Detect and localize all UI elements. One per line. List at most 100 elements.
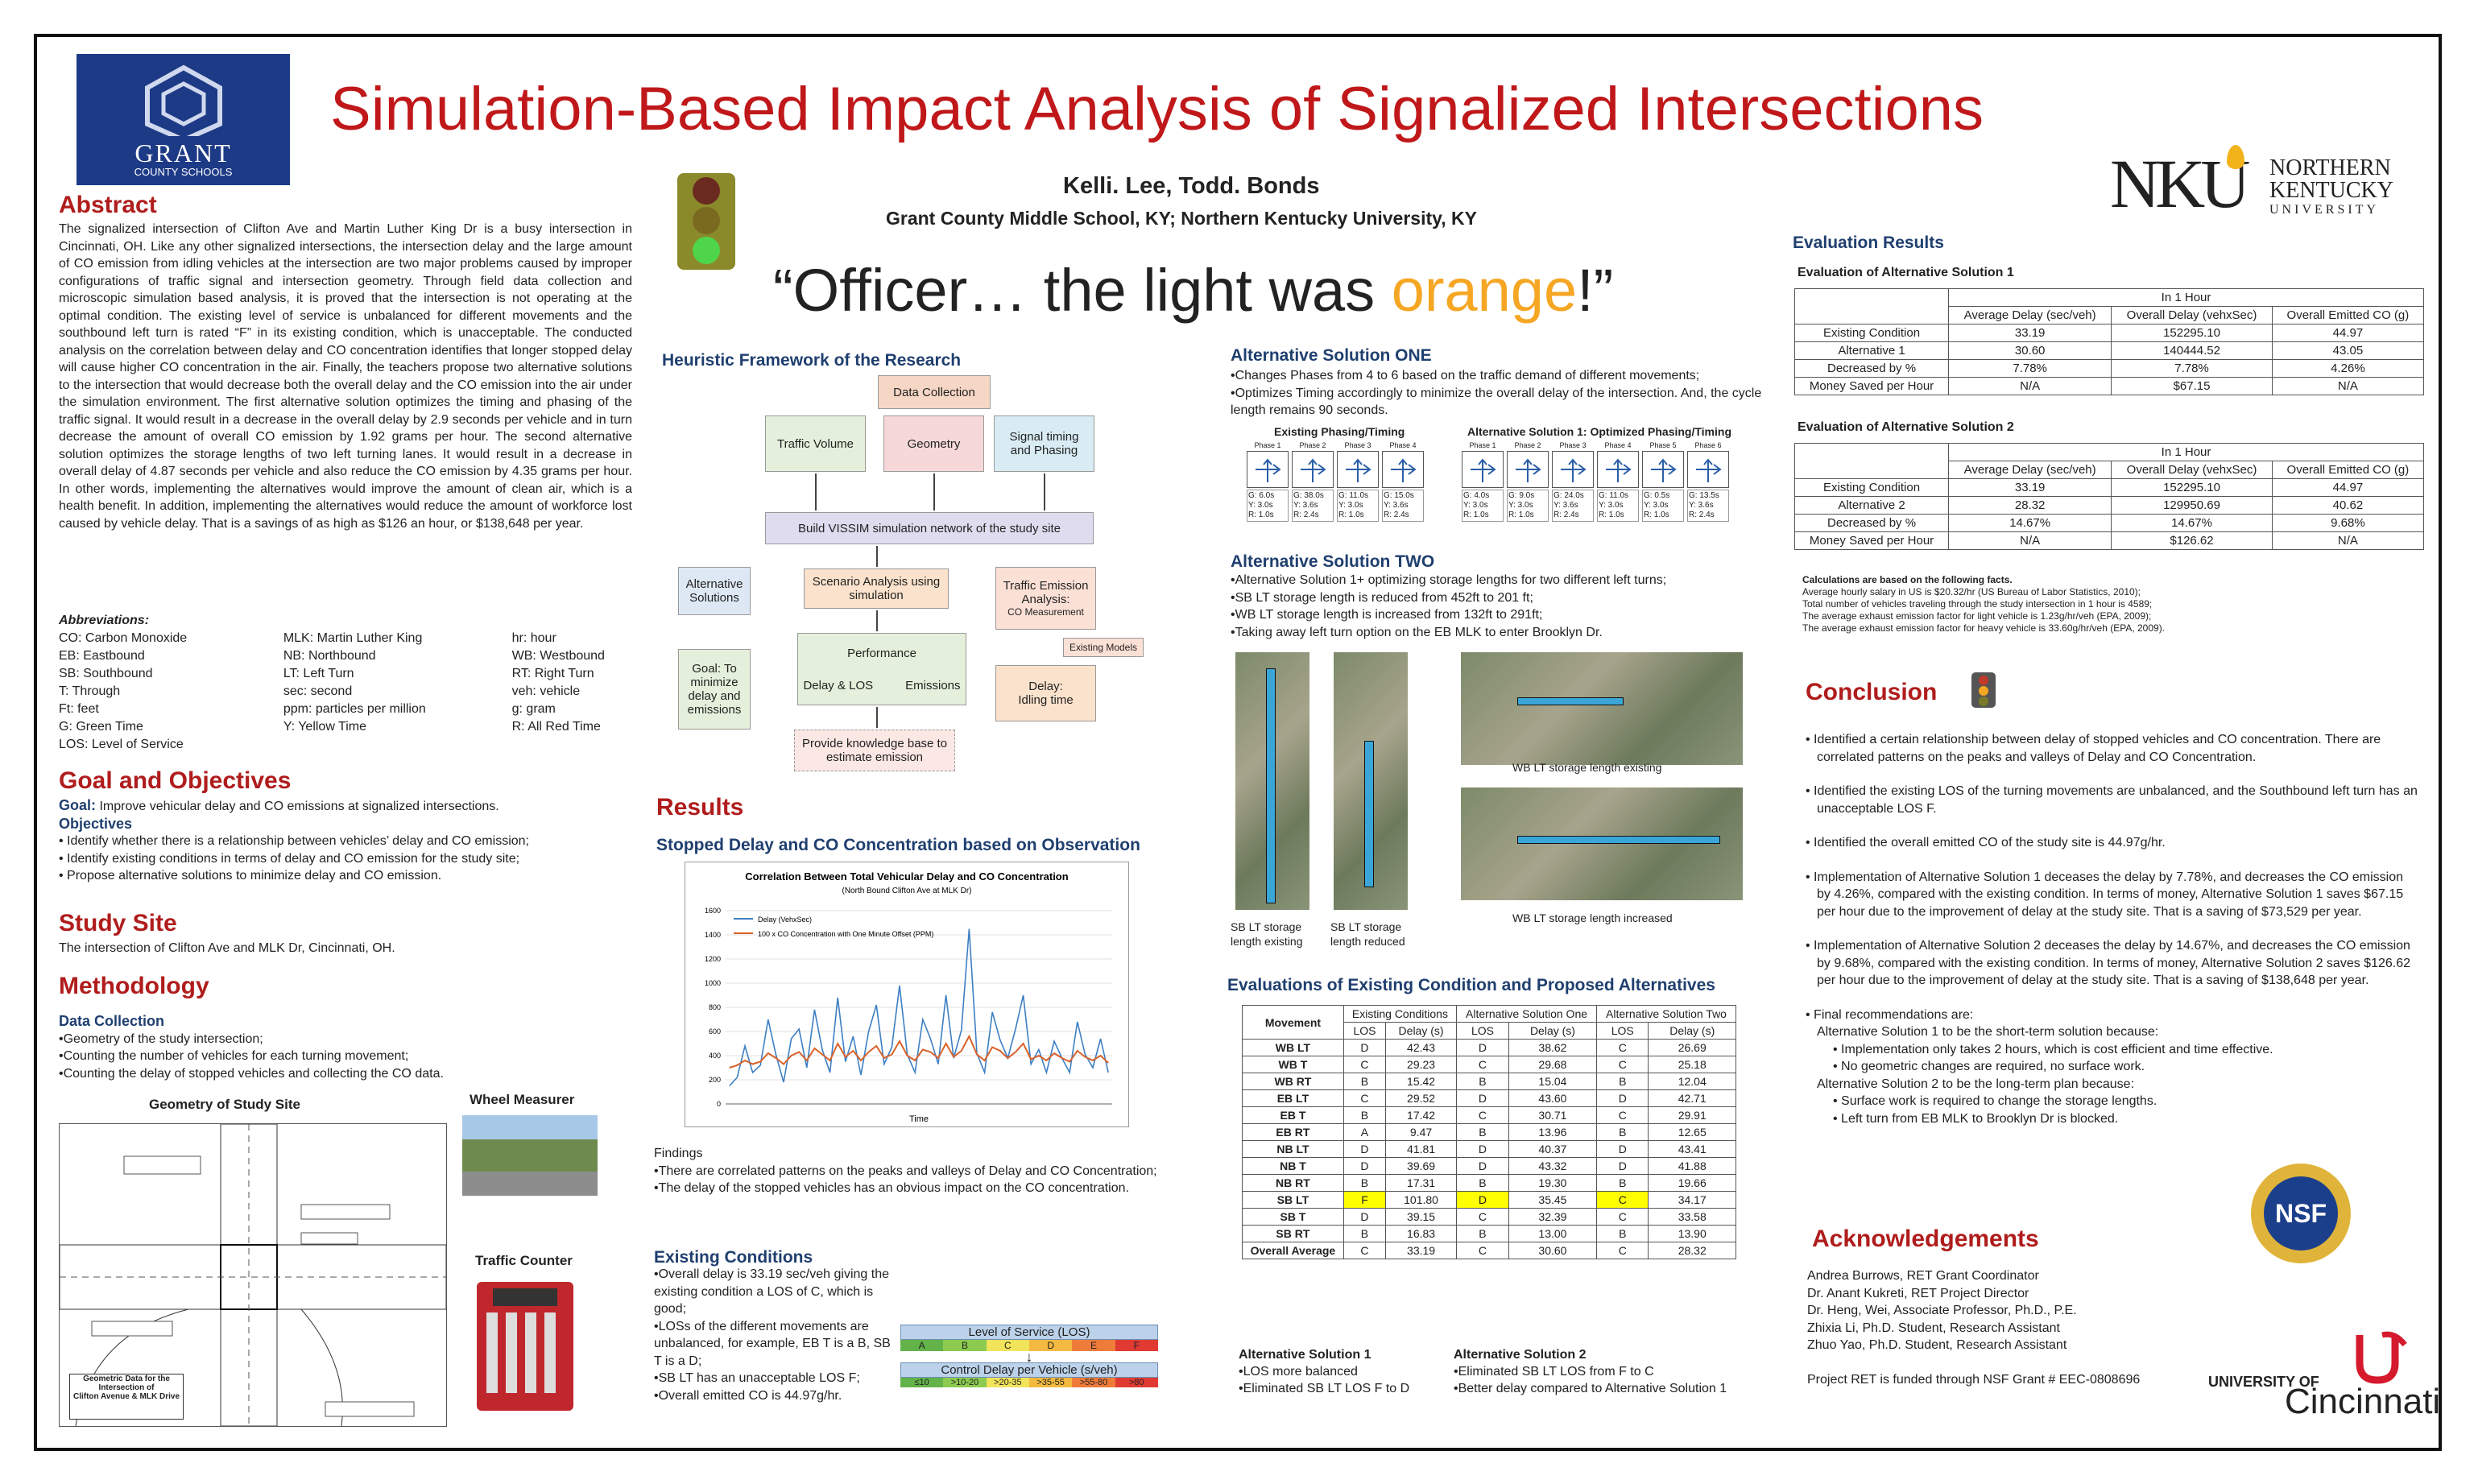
eval-cell: 19.30 xyxy=(1508,1174,1598,1192)
down-arrow-icon: ↓ xyxy=(1025,1349,1033,1365)
phase-box: Phase 6 G: 13.5s Y: 3.6s R: 2.4s xyxy=(1687,441,1729,522)
eval-result-row: Alternative 1 30.60 140444.52 43.05 xyxy=(1793,341,2425,360)
eval-col-header: Overall Delay (vehxSec) xyxy=(2111,306,2273,324)
eval-cell: D xyxy=(1456,1140,1509,1158)
eval-result-row: Money Saved per Hour N/A $67.15 N/A xyxy=(1793,377,2425,395)
eval-cell: C xyxy=(1342,1242,1387,1259)
phase-box: Phase 4 G: 15.0s Y: 3.6s R: 2.4s xyxy=(1382,441,1424,522)
wheel-caption: Wheel Measurer xyxy=(470,1092,575,1107)
alt1-reason: • Implementation only takes 2 hours, whi… xyxy=(1833,1042,2273,1056)
fw-emissions: Emissions xyxy=(905,678,961,692)
geo-box-line3: Clifton Avenue & MLK Drive xyxy=(72,1392,180,1401)
cd-title: Control Delay per Vehicle (s/veh) xyxy=(900,1362,1158,1378)
conclusion-item: • Implementation of Alternative Solution… xyxy=(1806,939,2411,987)
eval-cell: B xyxy=(1342,1073,1387,1090)
fw-co-measure: CO Measurement xyxy=(1007,606,1084,618)
fw-arrow xyxy=(876,546,878,567)
th-los: LOS xyxy=(1596,1022,1649,1040)
chart-series-line xyxy=(729,928,1109,1087)
eval-cell: 17.42 xyxy=(1385,1106,1458,1124)
th-alt1: Alternative Solution One xyxy=(1456,1005,1598,1023)
eval-cell: 42.71 xyxy=(1648,1089,1736,1107)
chart-legend-label: 100 x CO Concentration with One Minute O… xyxy=(758,930,933,938)
eval-col-header: Average Delay (sec/veh) xyxy=(1948,306,2112,324)
nku-logo: NKU NORTHERN KENTUCKY UNIVERSITY xyxy=(2110,145,2432,225)
alt1-summary: Alternative Solution 1 •LOS more balance… xyxy=(1239,1346,1409,1397)
conclusion-item: • Identified a certain relationship betw… xyxy=(1806,733,2381,764)
eval-cell: 9.47 xyxy=(1385,1123,1458,1141)
eval-cell: D xyxy=(1596,1140,1649,1158)
eval-movement: NB RT xyxy=(1242,1174,1344,1192)
existing-phasing-label: Existing Phasing/Timing xyxy=(1274,425,1405,438)
eval-cell: 29.91 xyxy=(1648,1106,1736,1124)
conclusion-list: • Identified a certain relationship betw… xyxy=(1806,731,2418,1127)
phase-name: Phase 1 xyxy=(1254,441,1281,449)
fw-delay-label: Delay: xyxy=(1028,680,1063,693)
eval-row: Overall Average C 33.19 C 30.60 C 28.32 xyxy=(1242,1242,1736,1259)
delay-co-chart: Correlation Between Total Vehicular Dela… xyxy=(685,862,1129,1127)
alt2-reason: • Surface work is required to change the… xyxy=(1833,1094,2158,1108)
wb-existing-photo xyxy=(1461,652,1743,765)
phase-diagram-icon xyxy=(1687,451,1729,488)
eval-result-cell: 28.32 xyxy=(1948,496,2112,515)
eval-cell: 30.60 xyxy=(1508,1242,1598,1259)
conclusion-heading: Conclusion xyxy=(1806,679,1938,705)
method-item: •Geometry of the study intersection; xyxy=(59,1031,263,1046)
alt2-rec: Alternative Solution 2 to be the long-te… xyxy=(1817,1077,2135,1091)
eval-cell: C xyxy=(1596,1106,1649,1124)
eval-cell: 19.66 xyxy=(1648,1174,1736,1192)
los-b: B xyxy=(943,1340,987,1351)
eval-cell: D xyxy=(1596,1157,1649,1175)
eval-result-cell: 14.67% xyxy=(1948,514,2112,532)
eval-row: NB T D 39.69 D 43.32 D 41.88 xyxy=(1242,1157,1736,1175)
eval-cell: B xyxy=(1596,1225,1649,1242)
eval-cell: 42.43 xyxy=(1385,1039,1458,1056)
objective-item: • Identify whether there is a relationsh… xyxy=(59,834,529,848)
abbreviations-heading: Abbreviations: xyxy=(59,614,150,627)
eval-results-heading: Evaluation Results xyxy=(1793,234,1944,252)
eval-result-cell: 7.78% xyxy=(1948,359,2112,378)
goal-text: Improve vehicular delay and CO emissions… xyxy=(99,800,499,813)
eval-cell: B xyxy=(1596,1073,1649,1090)
nku-letters: NKU xyxy=(2110,145,2250,222)
chart-x-label: Time xyxy=(909,1114,929,1124)
poster-title: Simulation-Based Impact Analysis of Sign… xyxy=(330,75,1984,143)
final-label: • Final recommendations are: xyxy=(1806,1007,1974,1022)
phase-diagram-icon xyxy=(1382,451,1424,488)
alt2-summary-item: •Better delay compared to Alternative So… xyxy=(1454,1382,1727,1395)
conclusion-item: • Implementation of Alternative Solution… xyxy=(1806,870,2404,919)
eval-cell: 15.04 xyxy=(1508,1073,1598,1090)
phase-name: Phase 4 xyxy=(1389,441,1417,449)
eval-row: EB LT C 29.52 D 43.60 D 42.71 xyxy=(1242,1089,1736,1107)
eval-cell: B xyxy=(1456,1174,1509,1192)
abbr-col3: hr: hour WB: Westbound RT: Right Turn ve… xyxy=(512,630,632,754)
eval-cell: 29.68 xyxy=(1508,1056,1598,1073)
conclusion-light-icon xyxy=(1965,671,2002,709)
eval-cell: D xyxy=(1456,1089,1509,1107)
alt1-reason: • No geometric changes are required, no … xyxy=(1833,1060,2145,1073)
methodology-heading: Methodology xyxy=(59,973,209,999)
eval-cell: 34.17 xyxy=(1648,1191,1736,1209)
abbr-item: G: Green Time xyxy=(59,720,143,734)
nku-line2: KENTUCKY xyxy=(2269,178,2393,203)
nku-line1: NORTHERN xyxy=(2269,155,2391,180)
los-table: Level of Service (LOS) A B C D E F ↓ Con… xyxy=(900,1325,1158,1387)
eval-cell: 13.90 xyxy=(1648,1225,1736,1242)
eval-t2-title: Evaluation of Alternative Solution 2 xyxy=(1798,420,2014,434)
los-letters: A B C D E F xyxy=(900,1340,1158,1351)
abbr-item: MLK: Martin Luther King xyxy=(283,631,423,645)
cap-sb-existing: SB LT storage length existing xyxy=(1231,920,1303,948)
eval-movement: EB LT xyxy=(1242,1089,1344,1107)
phase-name: Phase 2 xyxy=(1299,441,1326,449)
alt2-summary-item: •Eliminated SB LT LOS from F to C xyxy=(1454,1365,1654,1379)
chart-svg: Correlation Between Total Vehicular Dela… xyxy=(705,870,1112,1124)
eval-cell: D xyxy=(1342,1157,1387,1175)
los-f: F xyxy=(1115,1340,1158,1351)
alt1-rec: Alternative Solution 1 to be the short-t… xyxy=(1817,1025,2159,1039)
phase-name: Phase 6 xyxy=(1694,441,1722,449)
traffic-counter-photo xyxy=(477,1282,573,1411)
geo-caption: Geometry of Study Site xyxy=(149,1097,300,1112)
nsf-logo: NSF xyxy=(2240,1153,2361,1274)
fw-knowledge: Provide knowledge base to estimate emiss… xyxy=(794,730,955,771)
results-heading: Results xyxy=(656,794,744,821)
